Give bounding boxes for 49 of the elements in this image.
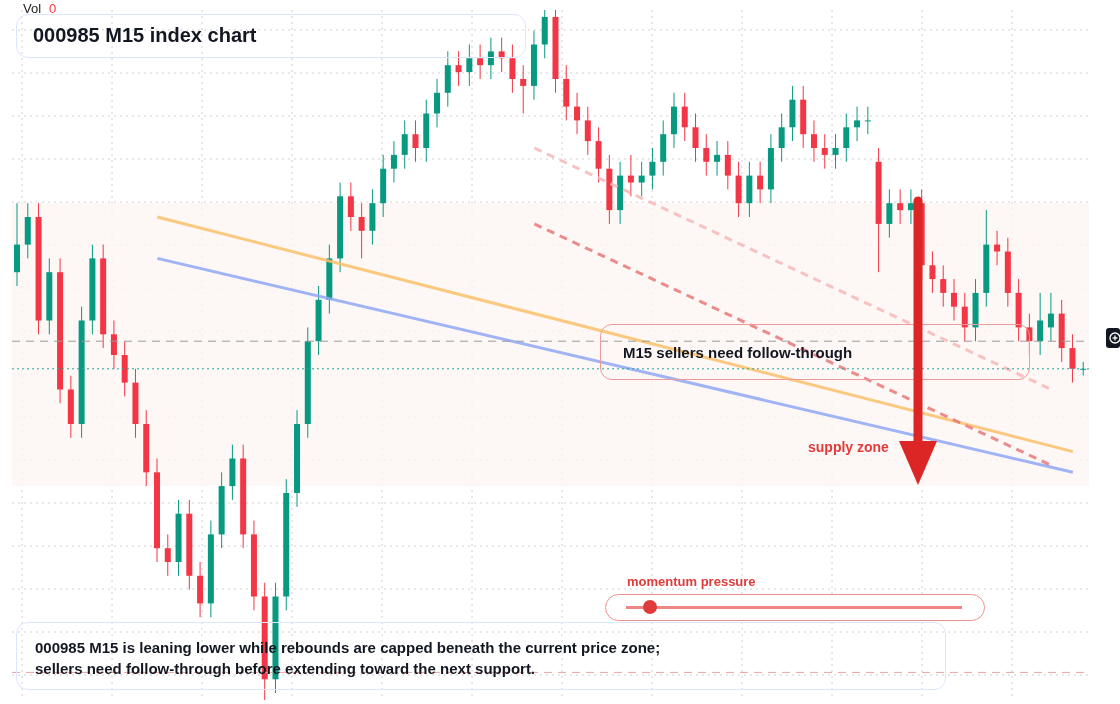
candlestick	[714, 140, 721, 177]
candlestick	[487, 37, 494, 80]
annotation: momentum pressure	[627, 574, 756, 589]
annotation: supply zone	[808, 439, 889, 455]
candlestick	[584, 106, 591, 156]
candlestick	[821, 133, 828, 170]
candlestick	[358, 202, 365, 259]
candlestick	[724, 140, 731, 190]
candlestick	[164, 533, 171, 577]
candlestick	[1069, 333, 1076, 384]
candlestick	[692, 113, 699, 163]
candlestick	[778, 113, 785, 163]
candlestick	[110, 320, 117, 370]
candlestick	[412, 119, 419, 163]
candlestick	[477, 44, 484, 80]
candlestick	[929, 251, 936, 294]
candlestick	[1037, 292, 1044, 356]
candlestick	[401, 119, 408, 170]
candlestick	[434, 78, 441, 128]
candlestick	[940, 264, 947, 308]
candlestick	[638, 161, 645, 197]
candlestick	[907, 188, 914, 225]
candlestick	[509, 44, 516, 94]
annotation: Vol	[23, 1, 42, 16]
candlestick	[703, 133, 710, 177]
annotation: 0	[49, 1, 57, 16]
annotation: M15 sellers need follow-through	[600, 324, 1030, 380]
candlestick	[950, 278, 957, 321]
candlestick	[843, 113, 850, 163]
candlestick	[832, 133, 839, 170]
candlestick	[347, 182, 354, 232]
candlestick	[961, 292, 968, 342]
candlestick	[810, 119, 817, 163]
candlestick	[390, 140, 397, 183]
text: 000985 M15 index chart	[33, 24, 257, 46]
candlestick	[681, 92, 688, 142]
candlestick	[455, 50, 462, 87]
candlestick	[574, 92, 581, 135]
candlestick	[897, 188, 904, 225]
candlestick	[627, 154, 634, 197]
candlestick	[649, 147, 656, 190]
candlestick	[757, 161, 764, 204]
candlestick	[864, 106, 871, 135]
candlestick	[854, 106, 861, 142]
candlestick	[1047, 292, 1054, 342]
candlestick	[520, 64, 527, 114]
candlestick	[994, 230, 1001, 266]
candlestick	[466, 44, 473, 87]
candlestick	[886, 188, 893, 239]
